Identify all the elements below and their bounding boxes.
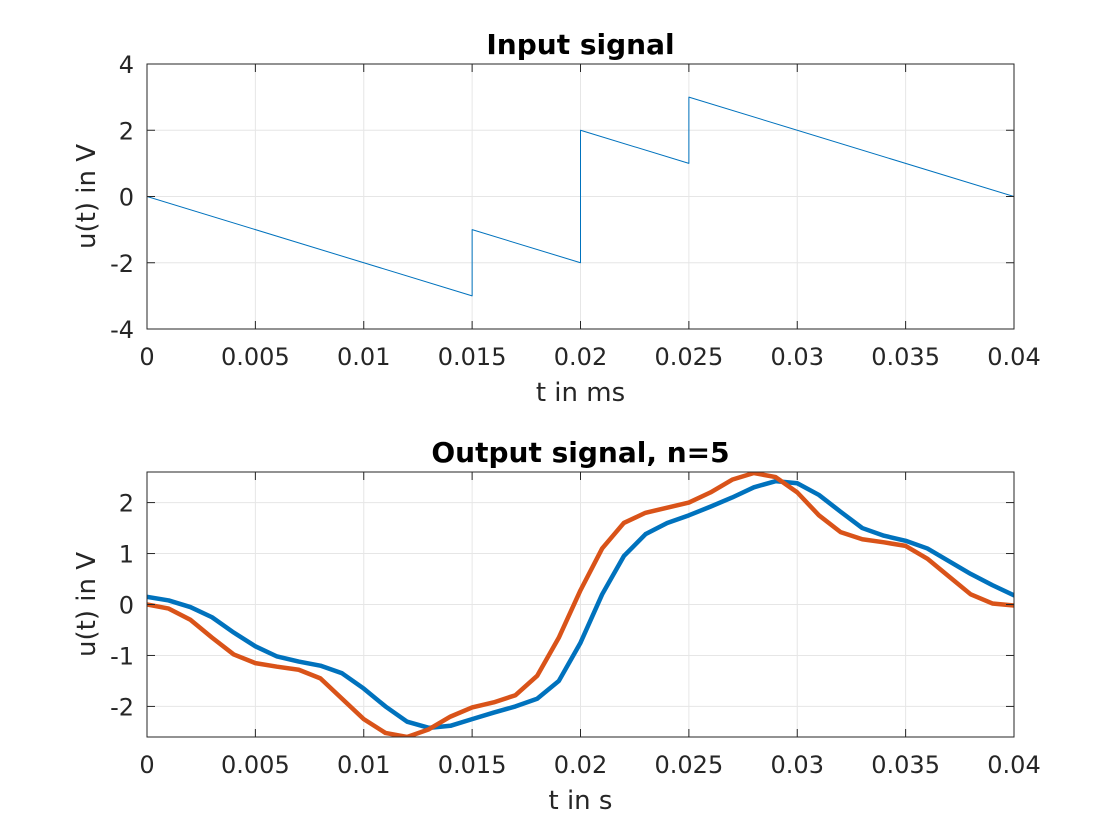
x-axis-label: t in s <box>549 786 613 816</box>
x-tick-label: 0.01 <box>337 751 390 779</box>
y-tick-label: -4 <box>110 316 134 344</box>
y-axis-label: u(t) in V <box>72 144 102 249</box>
series-line-2 <box>147 472 1014 737</box>
y-tick-label: -1 <box>110 642 134 670</box>
chart-title: Input signal <box>486 28 674 61</box>
output-signal-axes: 0 0.005 0.01 0.015 0.02 0.025 0.03 0.035 0.04 -2 -… <box>72 436 1041 816</box>
x-tick-label: 0.005 <box>221 343 290 371</box>
x-tick-label: 0.005 <box>221 751 290 779</box>
x-tick-label: 0.015 <box>438 343 507 371</box>
x-tick-label: 0.02 <box>554 343 607 371</box>
x-tick-label: 0.035 <box>871 343 940 371</box>
x-tick-label: 0.035 <box>871 751 940 779</box>
y-tick-label: 1 <box>119 541 134 569</box>
x-tick-label: 0.03 <box>771 343 824 371</box>
series-line-1 <box>147 96 1014 297</box>
y-tick-label: 2 <box>119 490 134 518</box>
y-tick-label: -2 <box>110 693 134 721</box>
y-axis-label: u(t) in V <box>72 552 102 657</box>
y-tick-label: 4 <box>119 51 134 79</box>
x-tick-label: 0.02 <box>554 751 607 779</box>
y-tick-label: 0 <box>119 592 134 620</box>
x-tick-label: 0.04 <box>987 751 1040 779</box>
x-tick-label: 0.015 <box>438 751 507 779</box>
y-tick-label: -2 <box>110 250 134 278</box>
x-tick-label: 0 <box>139 343 154 371</box>
y-tick-label: 0 <box>119 184 134 212</box>
input-signal-axes: 0 0.005 0.01 0.015 0.02 0.025 0.03 0.035 0.04 -4 -… <box>72 28 1041 408</box>
x-axis-label: t in ms <box>536 378 625 408</box>
x-tick-label: 0.03 <box>771 751 824 779</box>
x-tick-label: 0.01 <box>337 343 390 371</box>
x-tick-label: 0.04 <box>987 343 1040 371</box>
x-tick-label: 0 <box>139 751 154 779</box>
chart-title: Output signal, n=5 <box>431 436 729 469</box>
series-line-1 <box>147 478 1014 731</box>
x-tick-label: 0.025 <box>655 751 724 779</box>
x-tick-label: 0.025 <box>655 343 724 371</box>
y-tick-label: 2 <box>119 117 134 145</box>
